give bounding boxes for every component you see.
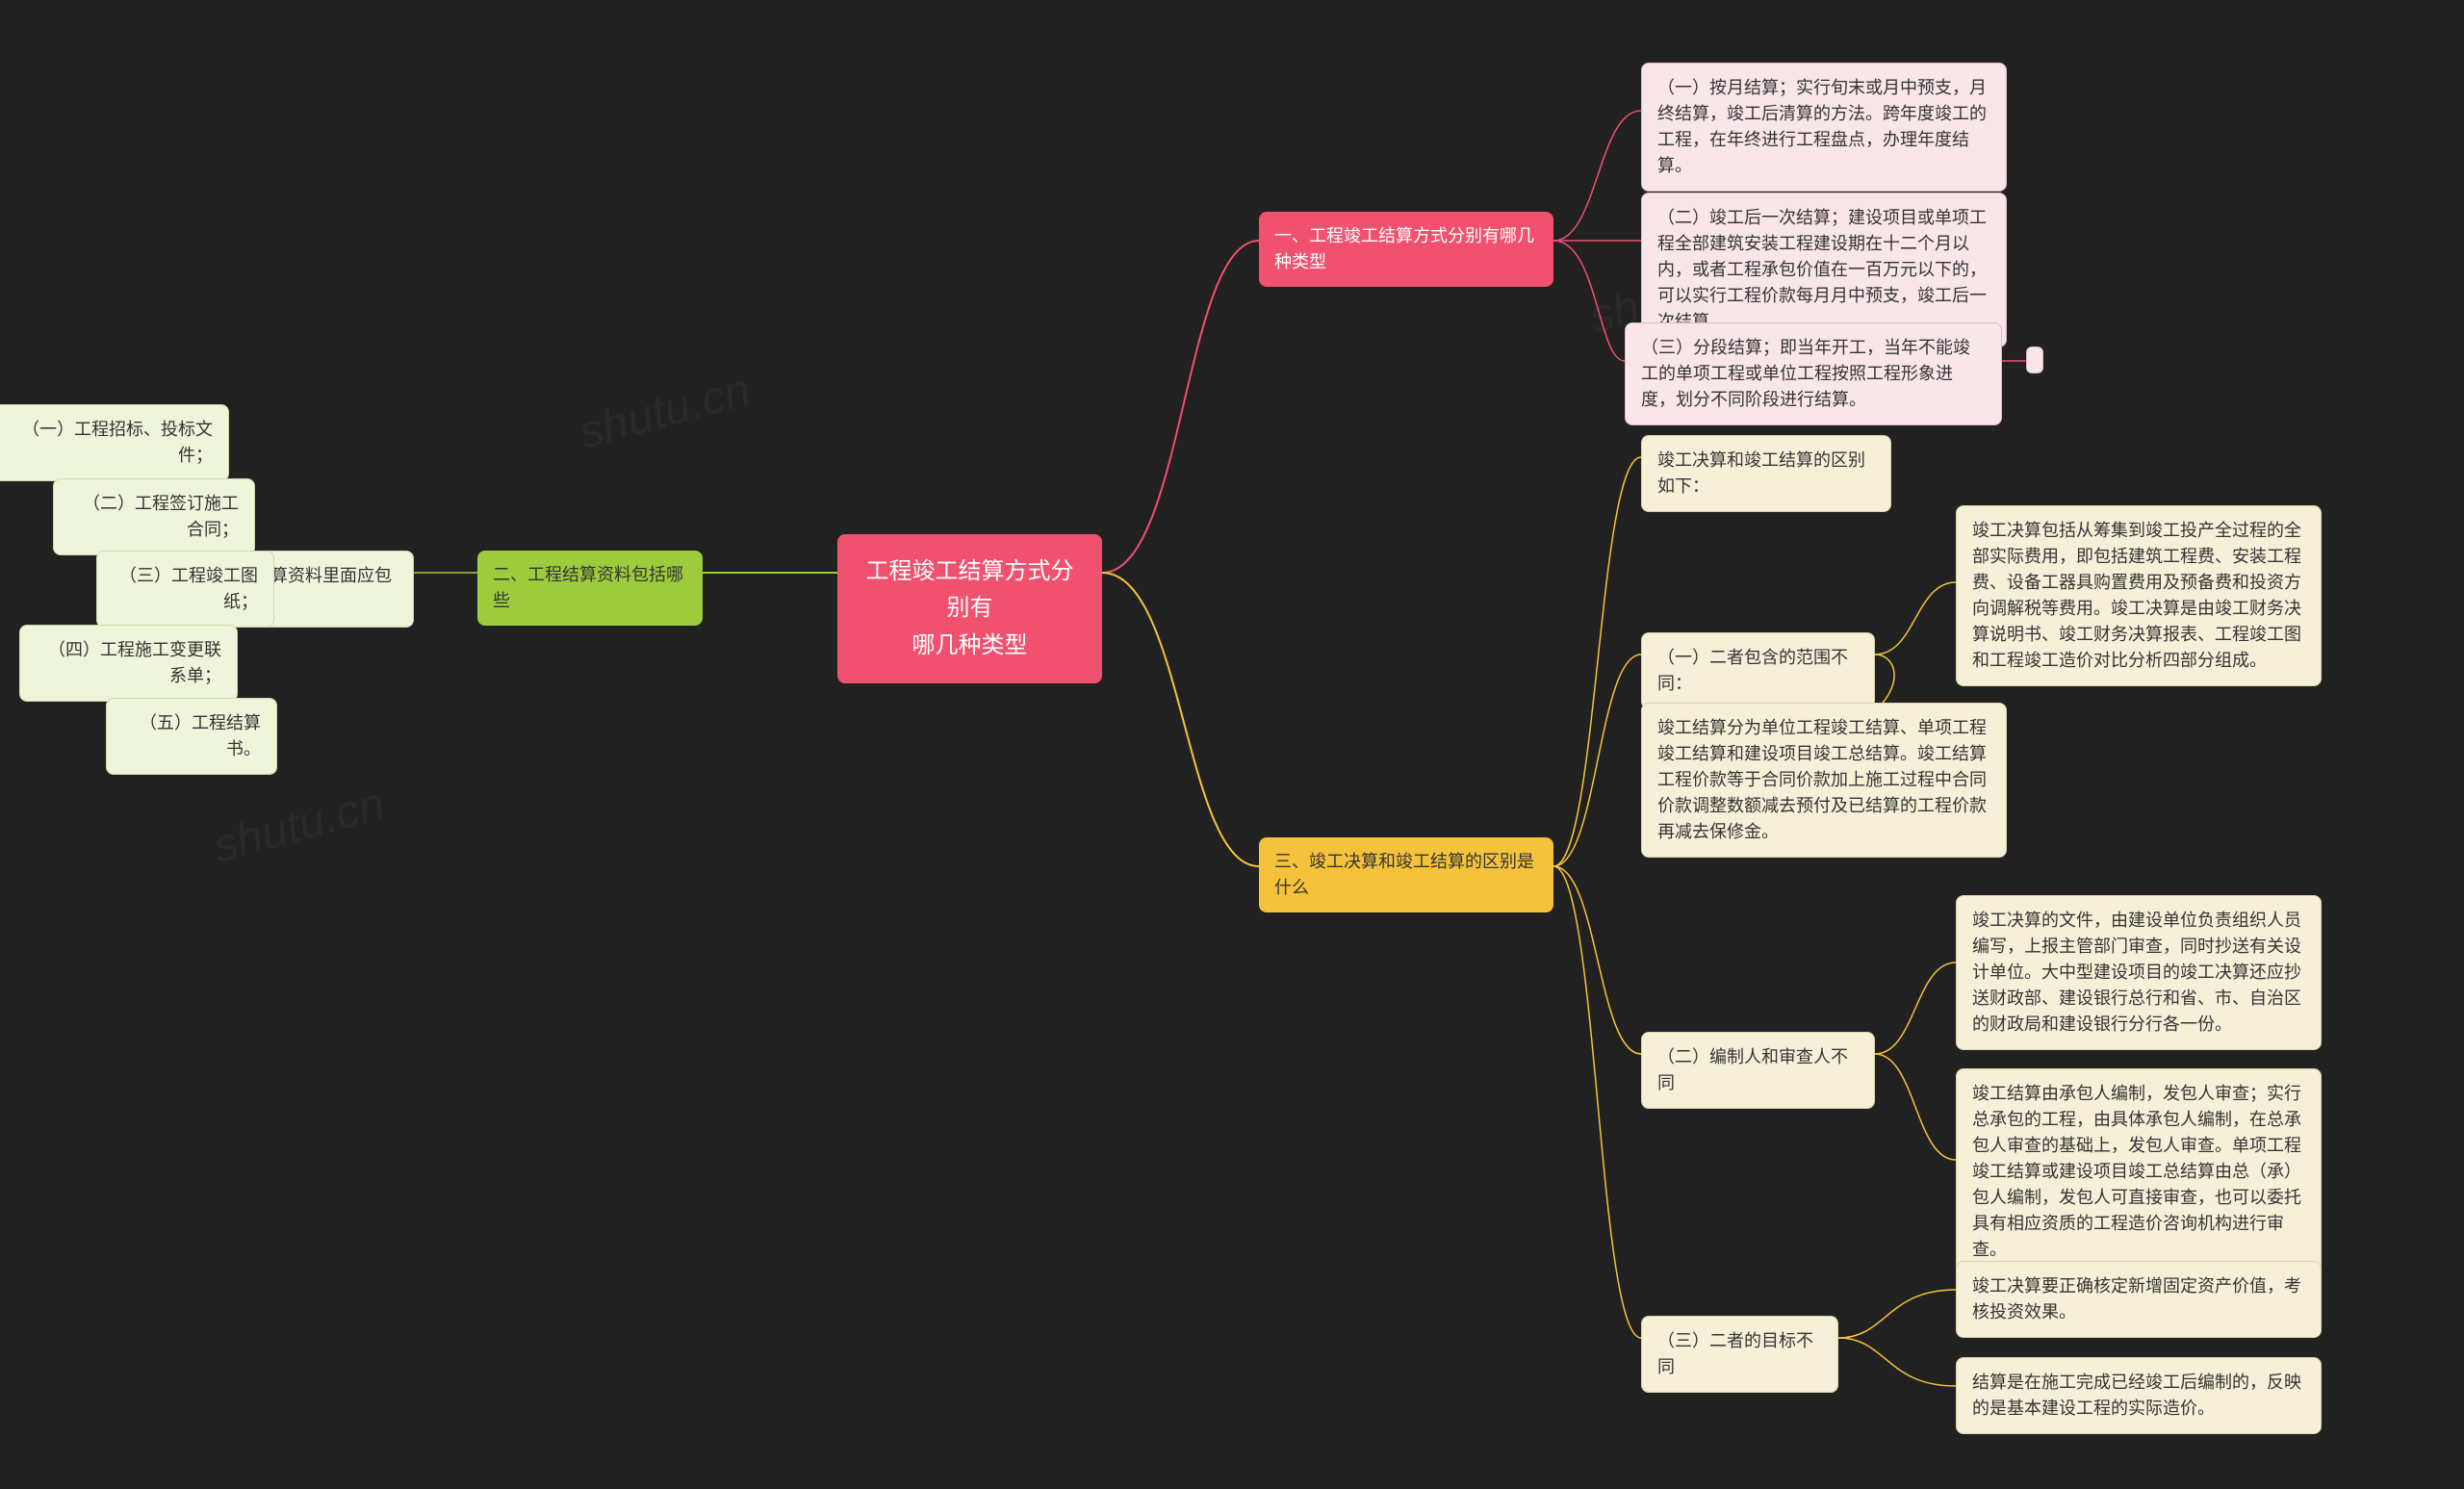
branch2-leaf-4: （五）工程结算书。 bbox=[106, 698, 277, 775]
branch2-leaf-1: （二）工程签订施工合同； bbox=[53, 478, 255, 555]
branch1-leaf-0: （一）按月结算；实行旬末或月中预支，月终结算，竣工后清算的方法。跨年度竣工的工程… bbox=[1641, 63, 2007, 192]
branch3-sub1-leaf-1: 竣工结算分为单位工程竣工结算、单项工程竣工结算和建设项目竣工总结算。竣工结算工程… bbox=[1641, 703, 2007, 858]
root-line1: 工程竣工结算方式分别有 bbox=[860, 553, 1079, 628]
branch2-leaf-3: （四）工程施工变更联系单； bbox=[19, 625, 238, 702]
branch3-l1: 三、竣工决算和竣工结算的区别是 bbox=[1274, 849, 1538, 875]
branch1-l2: 种类型 bbox=[1274, 249, 1538, 275]
branch3-sub2: （二）编制人和审查人不同 bbox=[1641, 1032, 1875, 1109]
branch3-sub1-leaf-0: 竣工决算包括从筹集到竣工投产全过程的全部实际费用，即包括建筑工程费、安装工程费、… bbox=[1956, 505, 2322, 686]
watermark: shutu.cn bbox=[574, 363, 757, 459]
branch3: 三、竣工决算和竣工结算的区别是 什么 bbox=[1259, 837, 1553, 912]
branch1-l1: 一、工程竣工结算方式分别有哪几 bbox=[1274, 223, 1538, 249]
branch3-sub2-leaf-1: 竣工结算由承包人编制，发包人审查；实行总承包的工程，由具体承包人编制，在总承包人… bbox=[1956, 1068, 2322, 1275]
branch1: 一、工程竣工结算方式分别有哪几 种类型 bbox=[1259, 212, 1553, 287]
branch1-leaf-2: （三）分段结算；即当年开工，当年不能竣工的单项工程或单位工程按照工程形象进度，划… bbox=[1625, 322, 2002, 425]
branch2-leaf-0: （一）工程招标、投标文件； bbox=[0, 404, 229, 481]
branch2: 二、工程结算资料包括哪些 bbox=[477, 551, 703, 626]
watermark: shutu.cn bbox=[208, 777, 391, 873]
branch3-sub3: （三）二者的目标不同 bbox=[1641, 1316, 1838, 1393]
branch1-stub bbox=[2026, 347, 2043, 373]
root-line2: 哪几种类型 bbox=[860, 628, 1079, 664]
branch3-sub2-leaf-0: 竣工决算的文件，由建设单位负责组织人员编写，上报主管部门审查，同时抄送有关设计单… bbox=[1956, 895, 2322, 1050]
branch2-leaf-2: （三）工程竣工图纸； bbox=[96, 551, 274, 628]
branch3-sub1: （一）二者包含的范围不同： bbox=[1641, 632, 1875, 709]
branch3-sub3-leaf-0: 竣工决算要正确核定新增固定资产价值，考核投资效果。 bbox=[1956, 1261, 2322, 1338]
branch3-sub3-leaf-1: 结算是在施工完成已经竣工后编制的，反映的是基本建设工程的实际造价。 bbox=[1956, 1357, 2322, 1434]
root-node: 工程竣工结算方式分别有 哪几种类型 bbox=[837, 534, 1102, 683]
branch3-l2: 什么 bbox=[1274, 875, 1538, 901]
branch3-intro: 竣工决算和竣工结算的区别如下： bbox=[1641, 435, 1891, 512]
